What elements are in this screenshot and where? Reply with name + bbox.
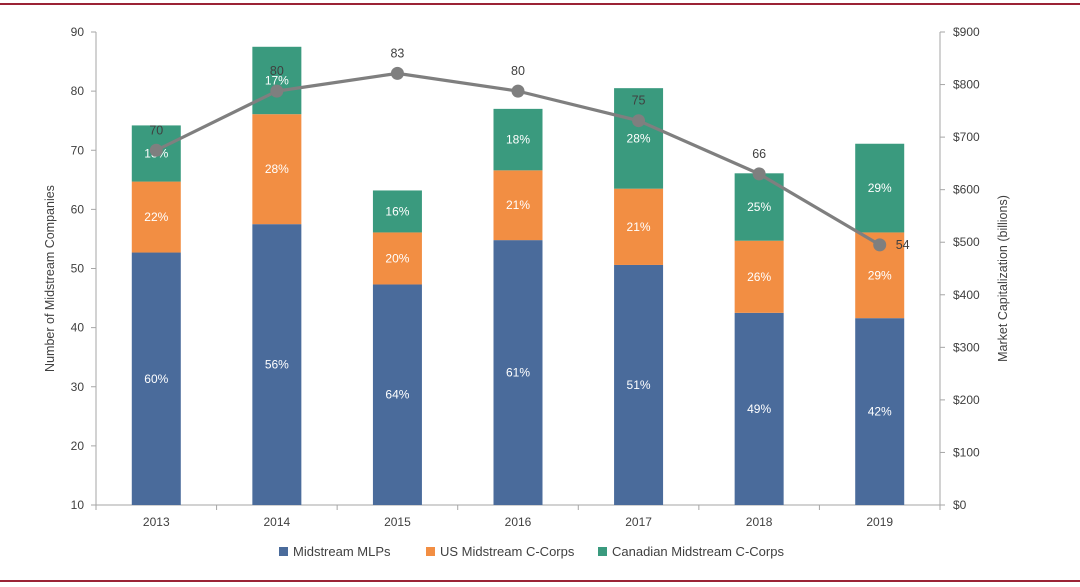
right-tick-label: $100 [953,445,980,459]
right-tick-label: $900 [953,25,980,39]
bar-segment-label: 49% [747,402,771,416]
bar-segment [614,188,664,265]
bar-segment-label: 21% [506,198,530,212]
right-tick-label: $700 [953,130,980,144]
bar-segment-label: 28% [265,162,289,176]
left-tick-label: 10 [71,498,85,512]
bar-segment-label: 61% [506,366,530,380]
bar-segment [493,170,543,241]
left-tick-label: 30 [71,380,85,394]
bar-segment [614,264,664,505]
bar-segment [372,190,422,233]
line-point [390,66,404,80]
bar-segment [131,181,181,253]
legend-swatch [279,547,288,556]
left-tick-label: 80 [71,84,85,98]
bar-segment-label: 20% [385,251,409,265]
bar-segment-label: 60% [144,372,168,386]
bar-segment [493,108,543,171]
line-point [149,143,163,157]
right-tick-label: $800 [953,78,980,92]
line-point-label: 75 [632,94,646,108]
legend-label: Canadian Midstream C-Corps [612,544,784,559]
x-tick-label: 2014 [264,515,291,529]
right-axis-title: Market Capitalization (billions) [996,195,1010,362]
x-tick-label: 2019 [866,515,893,529]
bar-segment [252,46,302,115]
bar-segment-label: 18% [506,133,530,147]
bar-segment [252,224,302,505]
line-point-label: 70 [149,123,163,137]
legend-label: Midstream MLPs [293,544,391,559]
x-tick-label: 2016 [505,515,532,529]
bar-segment-label: 22% [144,210,168,224]
left-tick-label: 90 [71,25,85,39]
bar-segment-label: 29% [868,181,892,195]
right-tick-label: $200 [953,393,980,407]
bar-segment-label: 42% [868,405,892,419]
bottom-rule [0,580,1080,582]
line-point-label: 54 [896,238,910,252]
right-tick-label: $400 [953,288,980,302]
bar-segment-label: 25% [747,200,771,214]
bar-segment-label: 16% [385,204,409,218]
left-axis-title: Number of Midstream Companies [43,185,57,372]
bar-segment-label: 17% [265,73,289,87]
line-point-label: 66 [752,147,766,161]
bar-segment-label: 56% [265,358,289,372]
bar-segment [734,240,784,313]
bar-segment-label: 26% [747,270,771,284]
legend-label: US Midstream C-Corps [440,544,575,559]
bar-segment [372,232,422,285]
x-tick-label: 2017 [625,515,652,529]
bar-segment [614,88,664,189]
left-tick-label: 20 [71,439,85,453]
bar-segment [372,284,422,505]
bar-segment-label: 21% [627,220,651,234]
line-point [632,114,646,128]
bar-segment-label: 28% [627,131,651,145]
line-point-label: 80 [511,64,525,78]
legend-swatch [426,547,435,556]
legend-swatch [598,547,607,556]
bar-segment [855,143,905,233]
line-point [511,84,525,98]
x-tick-label: 2015 [384,515,411,529]
left-tick-label: 60 [71,202,85,216]
line-point-label: 80 [270,64,284,78]
bar-segment-label: 51% [627,378,651,392]
bar-segment [734,312,784,505]
line-point [752,167,766,181]
right-tick-label: $300 [953,340,980,354]
right-tick-label: $500 [953,235,980,249]
x-tick-label: 2013 [143,515,170,529]
bar-segment [252,114,302,225]
line-point [873,238,887,252]
bar-segment [855,318,905,505]
left-tick-label: 70 [71,143,85,157]
bar-segment-label: 64% [385,388,409,402]
left-tick-label: 50 [71,262,85,276]
bar-segment-label: 29% [868,268,892,282]
right-tick-label: $0 [953,498,967,512]
right-tick-label: $600 [953,183,980,197]
line-point-label: 83 [390,46,404,60]
left-tick-label: 40 [71,321,85,335]
top-rule [0,3,1080,5]
x-tick-label: 2018 [746,515,773,529]
line-point [270,84,284,98]
bar-segment [131,252,181,505]
bar-segment [493,240,543,505]
